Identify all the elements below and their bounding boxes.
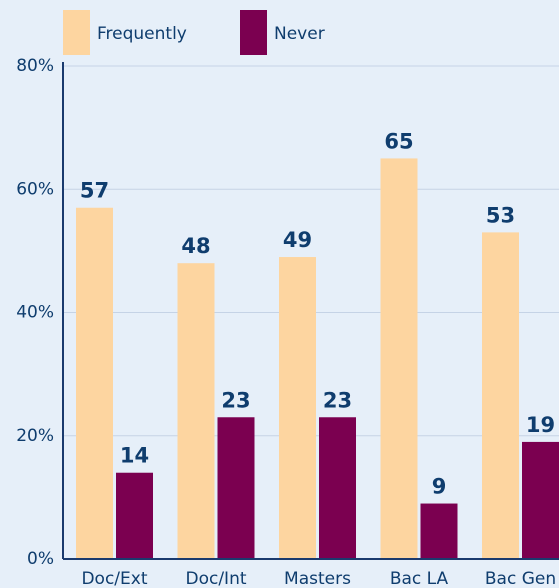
data-label: 14 bbox=[120, 444, 149, 468]
legend-swatch bbox=[240, 10, 267, 55]
data-label: 48 bbox=[181, 234, 210, 258]
bar bbox=[76, 207, 113, 560]
bar bbox=[177, 263, 215, 559]
bar bbox=[217, 417, 255, 559]
bar bbox=[380, 158, 418, 559]
bar bbox=[420, 503, 458, 559]
data-label: 57 bbox=[80, 179, 109, 203]
y-tick-label: 60% bbox=[16, 179, 54, 199]
data-label: 9 bbox=[432, 475, 447, 499]
data-label: 23 bbox=[323, 388, 352, 412]
bar bbox=[482, 232, 519, 559]
bar bbox=[522, 441, 559, 559]
x-tick-label: Bac LA bbox=[390, 569, 449, 588]
data-label: 65 bbox=[384, 129, 413, 153]
bar bbox=[279, 257, 316, 559]
data-label: 19 bbox=[526, 413, 555, 437]
y-tick-label: 40% bbox=[16, 303, 54, 323]
data-label: 23 bbox=[221, 388, 250, 412]
data-label: 53 bbox=[486, 203, 515, 227]
y-tick-label: 20% bbox=[16, 426, 54, 446]
legend-label: Frequently bbox=[97, 24, 187, 44]
data-label: 49 bbox=[283, 228, 312, 252]
x-tick-label: Masters bbox=[284, 569, 351, 588]
bar bbox=[319, 417, 356, 559]
y-tick-label: 80% bbox=[16, 56, 54, 76]
legend-label: Never bbox=[274, 24, 325, 44]
y-tick-label: 0% bbox=[27, 549, 54, 569]
legend-swatch bbox=[63, 10, 90, 55]
x-tick-label: Doc/Ext bbox=[81, 569, 147, 588]
x-tick-label: Doc/Int bbox=[185, 569, 246, 588]
bar bbox=[116, 472, 153, 559]
x-tick-label: Bac Gen bbox=[485, 569, 556, 588]
